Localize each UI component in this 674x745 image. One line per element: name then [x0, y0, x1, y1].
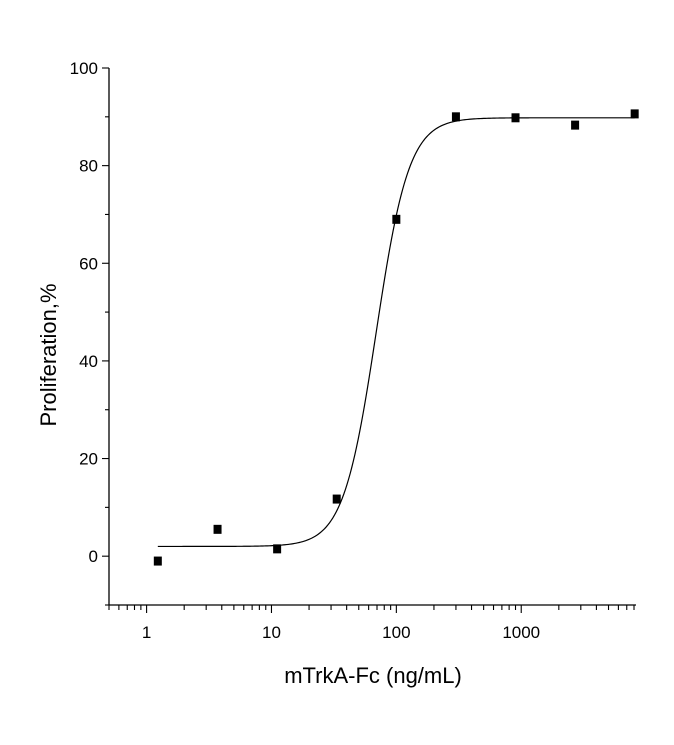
data-point — [273, 544, 282, 554]
data-point — [213, 524, 222, 534]
x-tick-label: 1 — [142, 623, 151, 642]
data-point — [451, 112, 460, 122]
data-point — [571, 120, 580, 130]
data-point — [511, 113, 520, 123]
data-points — [153, 109, 639, 566]
data-point — [332, 494, 341, 504]
y-tick-label: 40 — [79, 352, 98, 371]
x-tick-label: 1000 — [502, 623, 540, 642]
y-tick-label: 80 — [79, 157, 98, 176]
y-tick-label: 20 — [79, 450, 98, 469]
data-point — [630, 109, 639, 119]
data-point — [392, 214, 401, 224]
x-tick-label: 10 — [262, 623, 281, 642]
fit-curve — [157, 117, 635, 548]
x-tick-label: 100 — [382, 623, 410, 642]
data-point — [153, 556, 162, 566]
y-tick-label: 0 — [89, 547, 98, 566]
y-tick-label: 60 — [79, 254, 98, 273]
y-tick-label: 100 — [70, 59, 98, 78]
x-axis-title: mTrkA-Fc (ng/mL) — [284, 663, 462, 688]
y-axis-title: Proliferation,% — [36, 283, 61, 426]
y-axis: 0 20 40 60 80 100 — [70, 59, 110, 606]
x-axis: 1 10 100 1000 — [108, 604, 636, 642]
